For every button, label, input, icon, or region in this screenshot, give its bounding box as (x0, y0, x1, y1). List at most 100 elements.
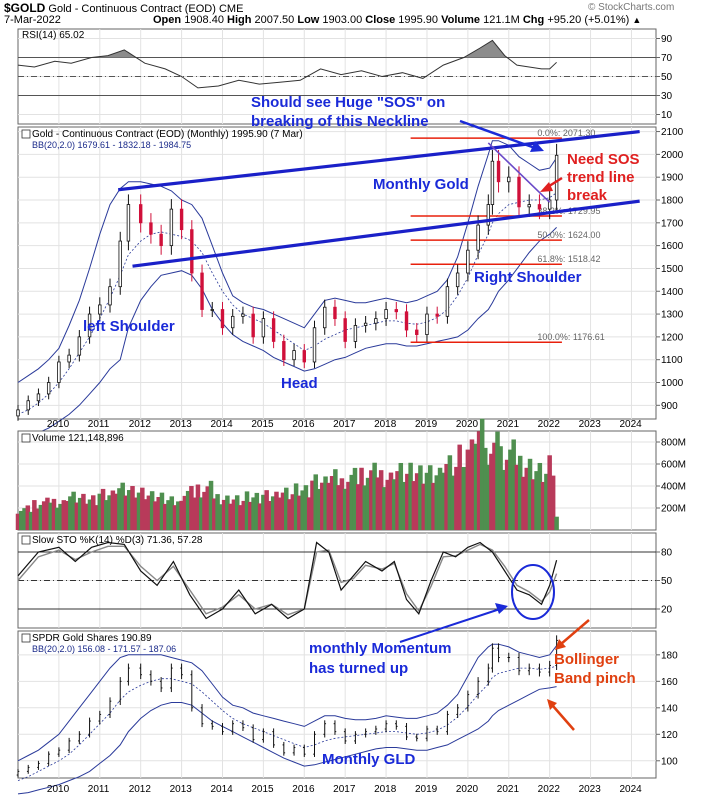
price-candle-1 (16, 409, 20, 417)
price-candle-40 (415, 329, 419, 335)
gld-ytick-label-100: 100 (661, 756, 678, 767)
price-candle-2 (26, 400, 30, 411)
volume-bar-5-1 (81, 493, 86, 530)
volume-bar-1-3 (22, 508, 27, 530)
volume-bar-27-2 (444, 464, 449, 530)
volume-bar-5-2 (84, 503, 89, 530)
price-candle-44 (455, 272, 460, 288)
volume-bar-20-4 (336, 485, 341, 530)
volume-bar-33-5 (527, 458, 533, 530)
low-value: 1903.00 (322, 14, 363, 26)
high-value: 2007.50 (254, 14, 295, 26)
gld-title: SPDR Gold Shares 190.89 (32, 633, 152, 644)
price-candle-3 (36, 393, 41, 402)
volume-bar-15-5 (257, 503, 263, 530)
volume-bar-24-1 (392, 479, 397, 530)
price-candle-33 (343, 318, 347, 342)
price-candle-11 (118, 240, 122, 288)
volume-bar-6-5 (110, 490, 116, 530)
price-candle-35 (363, 322, 368, 326)
volume-bar-33-3 (521, 476, 526, 530)
annotation-sos-note-line-2: breaking of this Neckline (251, 113, 429, 130)
volume-bar-16-2 (264, 490, 269, 530)
price-candle-10 (108, 286, 112, 306)
price-candle-48 (490, 160, 495, 205)
volume-bar-25-2 (411, 481, 417, 530)
sto-title: Slow STO %K(14) %D(3) 71.36, 57.28 (32, 535, 203, 546)
header-ohlc: Open 1908.40 High 2007.50 Low 1903.00 Cl… (153, 14, 641, 26)
volume-bar-22-3 (365, 477, 371, 530)
volume-bar-9-2 (149, 491, 155, 530)
price-candle-46 (476, 224, 480, 251)
price-candle-14 (149, 222, 153, 235)
header-symbol: $GOLD (4, 1, 46, 15)
volume-bar-24-5 (405, 473, 410, 530)
volume-bar-15-2 (248, 501, 253, 530)
volume-bar-10-1 (162, 503, 168, 530)
volume-bar-25-4 (418, 465, 423, 530)
price-candle-22 (231, 315, 235, 329)
x-axis-label-1-2016: 2016 (292, 419, 315, 430)
gld-ytick-label-140: 140 (661, 703, 678, 714)
volume-bar-1-2 (19, 510, 24, 530)
volume-bar-5-3 (87, 499, 93, 530)
annotation-left-shoulder: left Shoulder (83, 318, 175, 335)
volume-bar-14-2 (231, 499, 237, 530)
volume-bar-19-3 (316, 488, 322, 530)
open-label: Open (153, 14, 182, 26)
volume-bar-32-5 (511, 439, 516, 530)
price-candle-28 (292, 350, 296, 361)
volume-bar-32-4 (508, 449, 513, 530)
price-candle-29 (302, 350, 306, 363)
volume-bar-34-3 (537, 462, 543, 530)
volume-bar-15-3 (251, 497, 256, 530)
volume-bar-4-1 (64, 500, 70, 530)
volume-bar-5-5 (94, 505, 99, 530)
x-axis-label-1-2012: 2012 (129, 419, 152, 430)
price-candle-41 (425, 313, 429, 335)
volume-bar-2-1 (32, 500, 37, 530)
annotation-right-shoulder: Right Shoulder (474, 269, 582, 286)
low-label: Low (297, 14, 320, 26)
price-title: Gold - Continuous Contract (EOD) (Monthl… (32, 129, 303, 140)
price-ytick-label-1200: 1200 (661, 332, 684, 343)
price-candle-16 (169, 208, 174, 247)
chg-up-arrow-icon: ▲ (632, 15, 642, 25)
x-axis-label-2-2021: 2021 (497, 784, 520, 795)
volume-bar-4-3 (71, 491, 76, 530)
price-candle-6 (67, 354, 71, 363)
annotation-momentum-arrow (399, 608, 501, 643)
volume-bar-19-1 (310, 480, 315, 530)
volume-bar-20-2 (329, 476, 335, 530)
volume-bar-19-4 (320, 482, 325, 530)
volume-bar-32-2 (501, 469, 507, 530)
price-candle-12 (126, 204, 131, 242)
x-axis-label-1-2017: 2017 (333, 419, 356, 430)
x-axis-label-2-2012: 2012 (129, 784, 152, 795)
annotation-momentum-arrowhead (495, 603, 508, 614)
volume-bar-3-2 (51, 498, 57, 530)
volume-bar-26-3 (431, 482, 436, 530)
x-axis-label-2-2017: 2017 (333, 784, 356, 795)
gld-bb-lower (17, 686, 557, 795)
annotation-sos-note-line-1: Should see Huge "SOS" on (251, 94, 445, 111)
price-candle-47 (486, 204, 491, 226)
volume-bar-13-2 (215, 494, 220, 530)
volume-bar-16-3 (267, 500, 273, 530)
stockcharts-watermark: © StockCharts.com (588, 2, 675, 13)
volume-bar-7-1 (113, 493, 119, 530)
volume-bar-7-4 (123, 495, 129, 530)
volume-bar-17-5 (290, 494, 296, 530)
price-candle-17 (179, 208, 184, 231)
gld-ytick-label-120: 120 (661, 730, 678, 741)
header-symbol-line: $GOLD Gold - Continuous Contract (EOD) C… (4, 1, 243, 15)
volume-ytick-label-200M: 200M (661, 504, 686, 515)
volume-bar-3-4 (58, 503, 63, 530)
volume-bar-9-4 (156, 497, 161, 530)
x-axis-label-1-2011: 2011 (88, 419, 110, 430)
price-candle-26 (271, 318, 276, 342)
annotation-momentum-circle (511, 564, 555, 620)
x-axis-label-1-2015: 2015 (251, 419, 274, 430)
volume-bar-32-1 (498, 446, 503, 530)
